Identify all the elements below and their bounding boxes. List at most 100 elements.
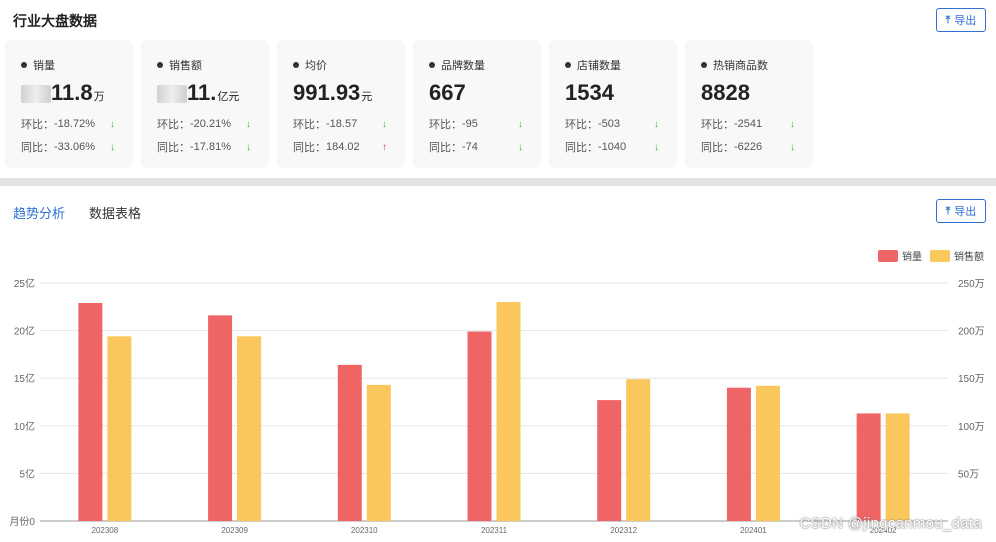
tab-data-table[interactable]: 数据表格 (89, 206, 142, 221)
arrow-down-icon: ↓ (382, 118, 387, 130)
trend-export-button[interactable]: ⤒ 导出 (936, 199, 986, 223)
bar-sales-amount (885, 413, 910, 521)
industry-overview-panel: 行业大盘数据 ⤒ 导出 销量 11.8万 环比： -18.72% ↓ 同比： -33.… (0, 0, 996, 178)
yoy-row: 同比： -33.06% ↓ (21, 141, 115, 154)
left-axis-tick: 25亿 (14, 277, 35, 290)
legend-swatch-sales-amount (930, 250, 950, 262)
watermark: CSDN @jingcanmou_data (799, 515, 982, 532)
right-axis-tick: 100万 (958, 422, 985, 433)
left-axis-tick: 10亿 (14, 420, 35, 433)
bullet-dot (701, 62, 707, 68)
arrow-down-icon: ↓ (790, 118, 795, 130)
metric-value: 11.8万 (21, 80, 105, 106)
metric-value: 667 (429, 80, 466, 105)
metric-cards: 销量 11.8万 环比： -18.72% ↓ 同比： -33.06% ↓ 销售额 11.… (5, 40, 813, 168)
bar-sales-amount (496, 302, 521, 521)
bar-sales-amount (107, 336, 132, 521)
metric-value: 991.93元 (293, 80, 373, 105)
metric-card: 店铺数量 1534 环比： -503 ↓ 同比： -1040 ↓ (549, 40, 677, 168)
arrow-down-icon: ↓ (246, 141, 251, 153)
bar-sales-volume (467, 331, 492, 521)
arrow-down-icon: ↓ (654, 118, 659, 130)
metric-card: 销售额 11.亿元 环比： -20.21% ↓ 同比： -17.81% ↓ (141, 40, 269, 168)
obscured-mask (21, 85, 51, 104)
arrow-down-icon: ↓ (110, 141, 115, 153)
x-axis-tick: 202402 (870, 526, 897, 535)
x-axis-tick: 202311 (481, 526, 508, 535)
mom-row: 环比： -18.72% ↓ (21, 118, 115, 131)
x-axis-tick: 202401 (740, 526, 767, 535)
bar-sales-amount (755, 385, 780, 521)
tab-trend-analysis[interactable]: 趋势分析 (13, 206, 66, 221)
bar-sales-volume (337, 364, 362, 521)
yoy-row: 同比： 184.02 ↑ (293, 141, 387, 154)
bar-sales-volume (597, 400, 622, 521)
metric-name: 热销商品数 (701, 57, 768, 73)
arrow-down-icon: ↓ (110, 118, 115, 130)
legend-label-sales-volume: 销量 (902, 250, 922, 263)
yoy-row: 同比： -1040 ↓ (565, 141, 659, 154)
bullet-dot (293, 62, 299, 68)
left-axis-tick: 15亿 (14, 372, 35, 385)
yoy-row: 同比： -6226 ↓ (701, 141, 795, 154)
x-axis-tick: 202309 (221, 526, 248, 535)
x-axis-tick: 202312 (610, 526, 637, 535)
mom-row: 环比： -503 ↓ (565, 118, 659, 131)
right-axis-tick: 50万 (958, 469, 979, 480)
bar-sales-amount (237, 336, 262, 521)
export-button[interactable]: ⤒ 导出 (936, 8, 986, 32)
metric-card: 均价 991.93元 环比： -18.57 ↓ 同比： 184.02 ↑ (277, 40, 405, 168)
bullet-dot (565, 62, 571, 68)
bar-sales-volume (208, 315, 233, 521)
arrow-down-icon: ↓ (654, 141, 659, 153)
left-axis-tick: 20亿 (14, 325, 35, 338)
metric-name: 销量 (21, 57, 55, 73)
arrow-down-icon: ↓ (246, 118, 251, 130)
bar-sales-volume (856, 413, 881, 521)
arrow-down-icon: ↓ (790, 141, 795, 153)
metric-value: 1534 (565, 80, 614, 105)
upload-icon: ⤒ (945, 14, 951, 26)
metric-name: 品牌数量 (429, 57, 485, 73)
left-axis-tick: 5亿 (19, 467, 35, 480)
bar-sales-volume (78, 302, 103, 521)
metric-card: 销量 11.8万 环比： -18.72% ↓ 同比： -33.06% ↓ (5, 40, 133, 168)
right-axis-tick: 250万 (958, 279, 985, 290)
legend-swatch-sales-volume (878, 250, 898, 262)
mom-row: 环比： -2541 ↓ (701, 118, 795, 131)
metric-name: 均价 (293, 57, 327, 73)
mom-row: 环比： -95 ↓ (429, 118, 523, 131)
section-divider (0, 178, 996, 186)
metric-value: 11.亿元 (157, 80, 239, 106)
bullet-dot (429, 62, 435, 68)
arrow-down-icon: ↓ (518, 141, 523, 153)
legend-label-sales-amount: 销售额 (954, 250, 984, 263)
yoy-row: 同比： -17.81% ↓ (157, 141, 251, 154)
bar-sales-amount (366, 384, 391, 521)
export-label: 导出 (954, 206, 977, 218)
metric-card: 热销商品数 8828 环比： -2541 ↓ 同比： -6226 ↓ (685, 40, 813, 168)
right-axis-tick: 200万 (958, 327, 985, 338)
arrow-down-icon: ↓ (518, 118, 523, 130)
metric-name: 店铺数量 (565, 57, 621, 73)
x-axis-tick: 202308 (92, 526, 119, 535)
metric-card: 品牌数量 667 环比： -95 ↓ 同比： -74 ↓ (413, 40, 541, 168)
upload-icon: ⤒ (945, 205, 951, 217)
mom-row: 环比： -18.57 ↓ (293, 118, 387, 131)
yoy-row: 同比： -74 ↓ (429, 141, 523, 154)
page-title: 行业大盘数据 (13, 13, 97, 29)
obscured-mask (157, 85, 187, 104)
metric-value: 8828 (701, 80, 750, 105)
bullet-dot (157, 62, 163, 68)
metric-name: 销售额 (157, 57, 202, 73)
bullet-dot (21, 62, 27, 68)
left-axis-tick: 月份0 (9, 516, 35, 528)
mom-row: 环比： -20.21% ↓ (157, 118, 251, 131)
bar-sales-volume (726, 387, 751, 521)
trend-bar-chart: 月份0 5亿 50万 10亿 100万 15亿 150万 20亿 200万 25亿 250万 2023… (9, 250, 985, 535)
x-axis-tick: 202310 (351, 526, 378, 535)
bar-sales-amount (626, 379, 651, 521)
export-label: 导出 (954, 15, 977, 27)
trend-tabs: 趋势分析 数据表格 (13, 203, 141, 222)
right-axis-tick: 150万 (958, 374, 985, 385)
